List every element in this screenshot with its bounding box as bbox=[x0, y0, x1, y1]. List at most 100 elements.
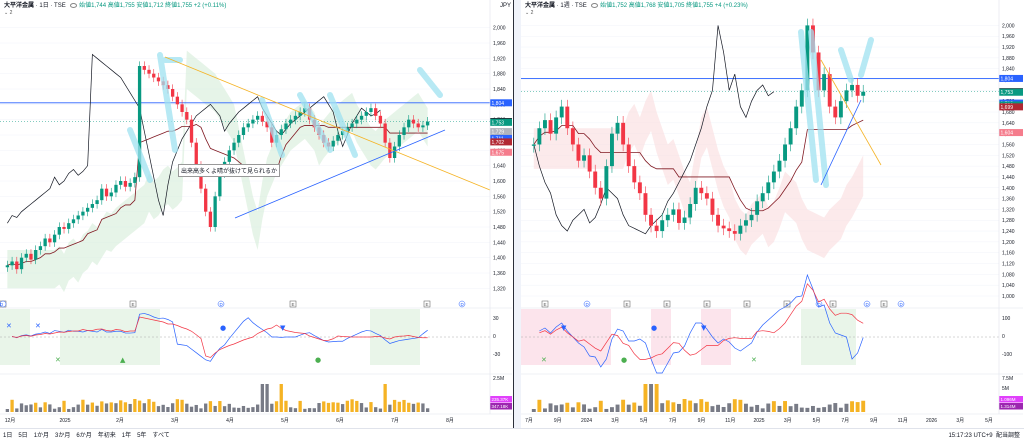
volume-bar bbox=[232, 407, 236, 412]
timeframe-list: 1日 5日 1か月 3か月 6か月 年初来 1年 5年 すべて bbox=[0, 433, 173, 439]
volume-bar bbox=[298, 400, 302, 412]
daily-chart-panel[interactable]: 2,0001,9601,9201,8801,8401,8001,7601,720… bbox=[0, 0, 514, 428]
candle-body bbox=[298, 112, 302, 116]
adjustment-toggle[interactable]: 配当調整 bbox=[995, 433, 1020, 439]
oscillator-signal: ▲ bbox=[120, 356, 126, 364]
volume-bar bbox=[227, 403, 231, 412]
volume-bar bbox=[76, 404, 80, 412]
candle-body bbox=[128, 182, 132, 187]
candle-body bbox=[48, 238, 52, 243]
osc-tick: -100 bbox=[1002, 352, 1012, 358]
candle-body bbox=[119, 181, 123, 185]
timeframe-2[interactable]: 1か月 bbox=[33, 433, 50, 439]
timeframe-3[interactable]: 3か月 bbox=[55, 433, 71, 439]
candle-body bbox=[721, 225, 726, 229]
event-marker bbox=[623, 300, 631, 308]
price-tag bbox=[490, 128, 512, 136]
candle-body bbox=[62, 227, 66, 229]
kijun-line bbox=[7, 124, 428, 266]
timeframe-7[interactable]: 5年 bbox=[137, 433, 147, 439]
volume-bar bbox=[38, 407, 43, 412]
x-tick-label: 5月 bbox=[985, 418, 993, 424]
candle-body bbox=[279, 129, 283, 135]
volume-bar bbox=[727, 403, 732, 412]
timeframe-4[interactable]: 6か月 bbox=[76, 433, 92, 439]
eye-icon[interactable] bbox=[591, 2, 599, 8]
volume-bar bbox=[326, 402, 331, 412]
candle-body bbox=[52, 234, 57, 243]
volume-bar bbox=[531, 409, 536, 412]
daily-chart-canvas[interactable]: 2,0001,9601,9201,8801,8401,8001,7601,720… bbox=[0, 0, 514, 428]
volume-bar bbox=[260, 384, 265, 412]
weekly-chart-panel[interactable]: 2,0001,9601,9201,8801,8401,8001,7601,720… bbox=[521, 0, 1024, 428]
candle-body bbox=[850, 84, 854, 91]
signal-line bbox=[539, 283, 864, 360]
eye-icon[interactable] bbox=[70, 2, 78, 8]
event-marker-label: D bbox=[461, 302, 465, 307]
candle-body bbox=[543, 120, 547, 129]
volume-bar bbox=[29, 404, 33, 412]
y-tick-label: 1,560 bbox=[1002, 142, 1015, 148]
timeframe-6[interactable]: 1年 bbox=[121, 433, 132, 439]
volume-bar bbox=[643, 384, 648, 412]
weekly-exchange: TSE bbox=[575, 3, 587, 9]
event-marker bbox=[829, 300, 837, 308]
candle-body bbox=[123, 181, 128, 187]
panel-divider[interactable] bbox=[514, 0, 521, 428]
volume-bar bbox=[766, 403, 771, 412]
volume-bar bbox=[185, 403, 189, 412]
candle-body bbox=[34, 250, 38, 260]
candle-body bbox=[582, 155, 586, 161]
volume-bar bbox=[90, 402, 95, 412]
timeframe-8[interactable]: すべて bbox=[152, 433, 170, 439]
candle-body bbox=[677, 209, 681, 223]
volume-bar bbox=[593, 407, 598, 412]
event-marker bbox=[663, 300, 671, 308]
osc-tick: 30 bbox=[493, 316, 499, 322]
candle-body bbox=[788, 128, 793, 145]
volume-bar bbox=[331, 402, 335, 412]
oscillator-signal: ● bbox=[315, 356, 321, 364]
candle-body bbox=[388, 142, 392, 158]
price-tag bbox=[999, 74, 1023, 82]
volume-bar bbox=[799, 407, 804, 412]
price-tag bbox=[999, 103, 1023, 111]
volume-bar bbox=[677, 403, 681, 412]
price-tag-label: 1,753 bbox=[1001, 90, 1014, 96]
x-tick-label: 4月 bbox=[226, 418, 234, 424]
timeframe-5[interactable]: 年初来 bbox=[97, 433, 116, 439]
candle-body bbox=[246, 123, 250, 128]
weekly-chart-canvas[interactable]: 2,0001,9601,9201,8801,8401,8001,7601,720… bbox=[521, 0, 1024, 428]
candle-body bbox=[364, 112, 368, 116]
timeframe-0[interactable]: 1日 bbox=[3, 433, 13, 439]
volume-bar bbox=[246, 407, 250, 412]
candle-body bbox=[576, 144, 581, 161]
volume-bar bbox=[255, 404, 260, 412]
y-tick-label: 1,400 bbox=[493, 256, 506, 262]
volume-bar bbox=[822, 407, 827, 412]
timeframe-1[interactable]: 5日 bbox=[18, 433, 28, 439]
candle-body bbox=[199, 165, 203, 189]
x-tick-label: 11月 bbox=[725, 418, 735, 424]
volume-bar bbox=[156, 406, 161, 412]
oscillator-signal: ▼ bbox=[701, 324, 707, 332]
candle-body bbox=[369, 108, 373, 112]
candle-body bbox=[114, 184, 118, 193]
volume-bar bbox=[378, 408, 383, 412]
y-tick-label: 2,000 bbox=[1002, 23, 1015, 29]
candle-body bbox=[816, 52, 821, 91]
volume-bar bbox=[189, 406, 194, 412]
candle-body bbox=[189, 119, 194, 143]
volume-bar bbox=[654, 384, 659, 412]
volume-bar bbox=[704, 401, 709, 412]
y-tick-label: 2,000 bbox=[493, 26, 506, 32]
volume-bar bbox=[170, 403, 175, 412]
daily-annotation[interactable]: 出来高多くよ晴が抜けて見られるか bbox=[178, 164, 281, 177]
candle-body bbox=[615, 122, 620, 134]
volume-bar bbox=[81, 399, 85, 412]
volume-bar bbox=[199, 408, 203, 412]
y-tick-label: 1,080 bbox=[1002, 272, 1015, 278]
candle-body bbox=[548, 120, 553, 134]
candle-body bbox=[336, 135, 340, 141]
event-marker-label: E bbox=[786, 302, 789, 307]
